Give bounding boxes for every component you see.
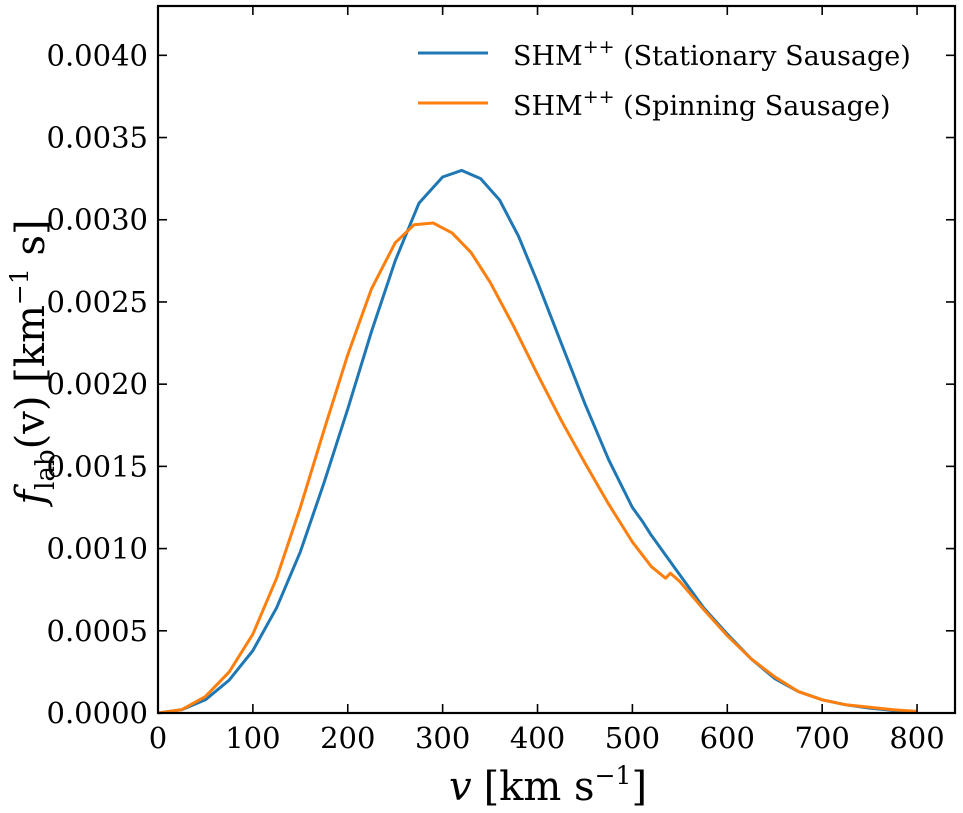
y-tick-label: 0.0035 [47,121,148,155]
y-tick-label: 0.0040 [47,38,148,72]
y-axis-label-close: s] [8,219,54,268]
x-tick-label: 600 [700,721,755,755]
y-tick-label: 0.0015 [47,449,148,483]
plot-frame [156,4,957,715]
y-axis-label-arg: (v) [km [8,305,54,449]
x-tick-label: 700 [794,721,849,755]
y-axis-label-sub: lab [31,449,61,489]
y-tick-label: 0.0000 [47,696,148,730]
y-axis-label-exp: −1 [5,268,34,305]
x-tick-label: 300 [415,721,470,755]
y-tick-label: 0.0010 [47,532,148,566]
x-tick-label: 800 [889,721,944,755]
x-axis-label-exp: −1 [595,761,632,790]
x-tick-label: 200 [320,721,375,755]
x-axis-label-var: v [449,764,472,810]
y-tick-label: 0.0020 [47,367,148,401]
legend: SHM++ (Stationary Sausage) SHM++ (Spinni… [418,36,911,122]
x-tick-label: 400 [510,721,565,755]
y-tick-label: 0.0025 [47,285,148,319]
x-tick-label: 0 [149,721,167,755]
y-tick-label: 0.0030 [47,203,148,237]
legend-label-stationary: SHM++ (Stationary Sausage) [513,36,911,72]
y-tick-label: 0.0005 [47,614,148,648]
x-axis-label-close: ] [631,764,647,810]
tick-labels-layer: 0 100 200 300 400 500 600 700 800 0.0000 0.0005 0.0… [47,38,945,755]
legend-label-spinning: SHM++ (Spinning Sausage) [513,86,890,122]
x-tick-label: 500 [605,721,660,755]
series-line-spinning [157,221,918,715]
x-axis-label-units: [km s [484,764,595,810]
x-axis-label: v [km s−1] [449,761,647,810]
series-layer [157,168,918,715]
x-tick-label: 100 [225,721,280,755]
